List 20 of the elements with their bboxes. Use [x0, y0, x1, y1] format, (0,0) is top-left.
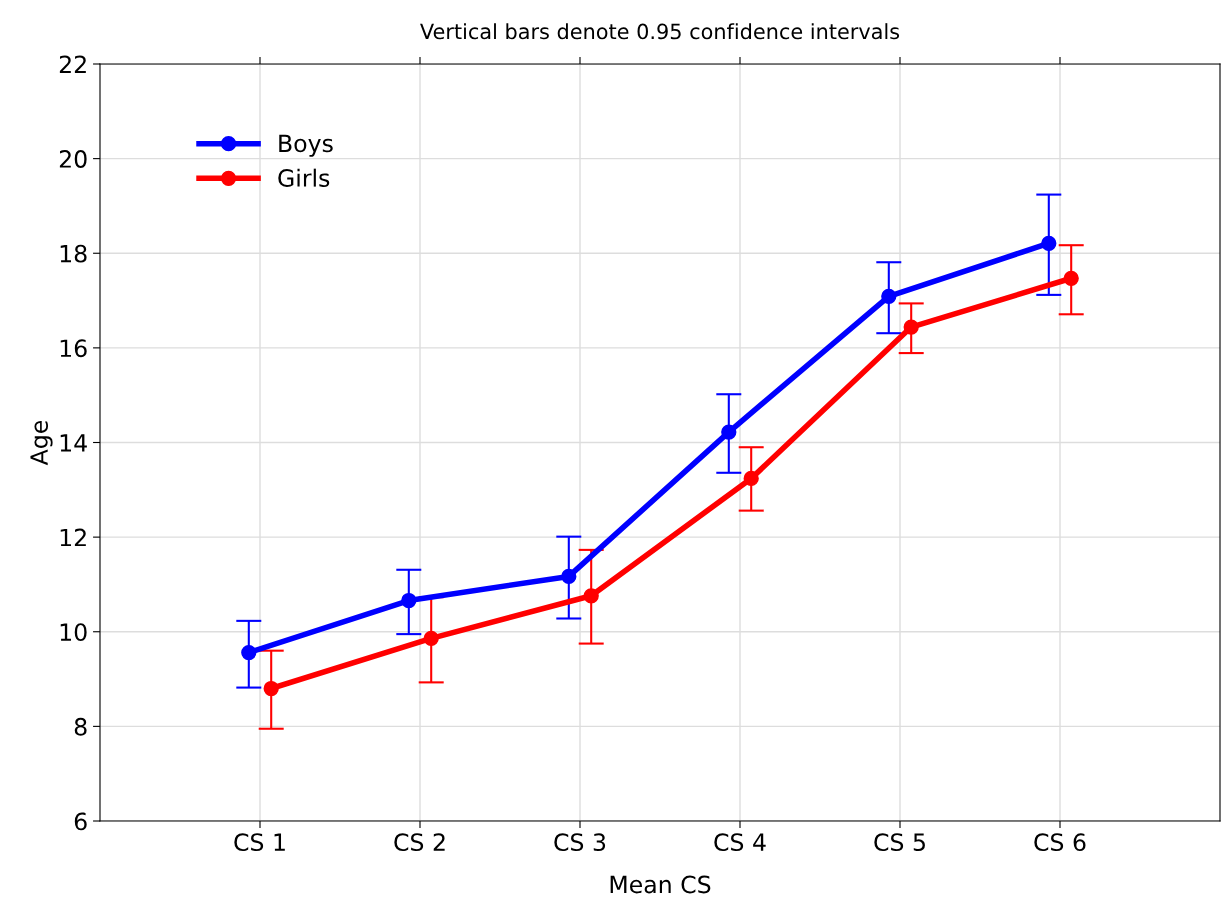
- y-tick-label: 16: [60, 339, 87, 358]
- y-tick-label: 14: [60, 434, 87, 452]
- y-tick-label: 10: [60, 623, 87, 642]
- x-tick-label: CS 2: [394, 833, 445, 852]
- y-tick-label: 12: [60, 528, 86, 547]
- legend-label: Boys: [279, 134, 333, 157]
- x-tick-label: CS 6: [1034, 833, 1086, 852]
- chart-title: Vertical bars denote 0.95 confidence intervals: [420, 23, 900, 40]
- y-tick-label: 6: [74, 812, 87, 831]
- x-tick-label: CS 3: [554, 833, 606, 852]
- legend-label: Girls: [278, 168, 330, 187]
- y-tick-label: 8: [74, 717, 87, 736]
- x-tick-label: CS 5: [874, 833, 925, 852]
- y-tick-label: 20: [59, 150, 87, 168]
- x-tick-label: CS 4: [714, 833, 766, 852]
- y-tick-label: 22: [59, 55, 86, 73]
- y-tick-label: 18: [60, 244, 87, 263]
- x-tick-label: CS 1: [234, 833, 285, 852]
- x-axis-title: Mean CS: [610, 875, 711, 894]
- y-axis-title: Age: [30, 420, 53, 466]
